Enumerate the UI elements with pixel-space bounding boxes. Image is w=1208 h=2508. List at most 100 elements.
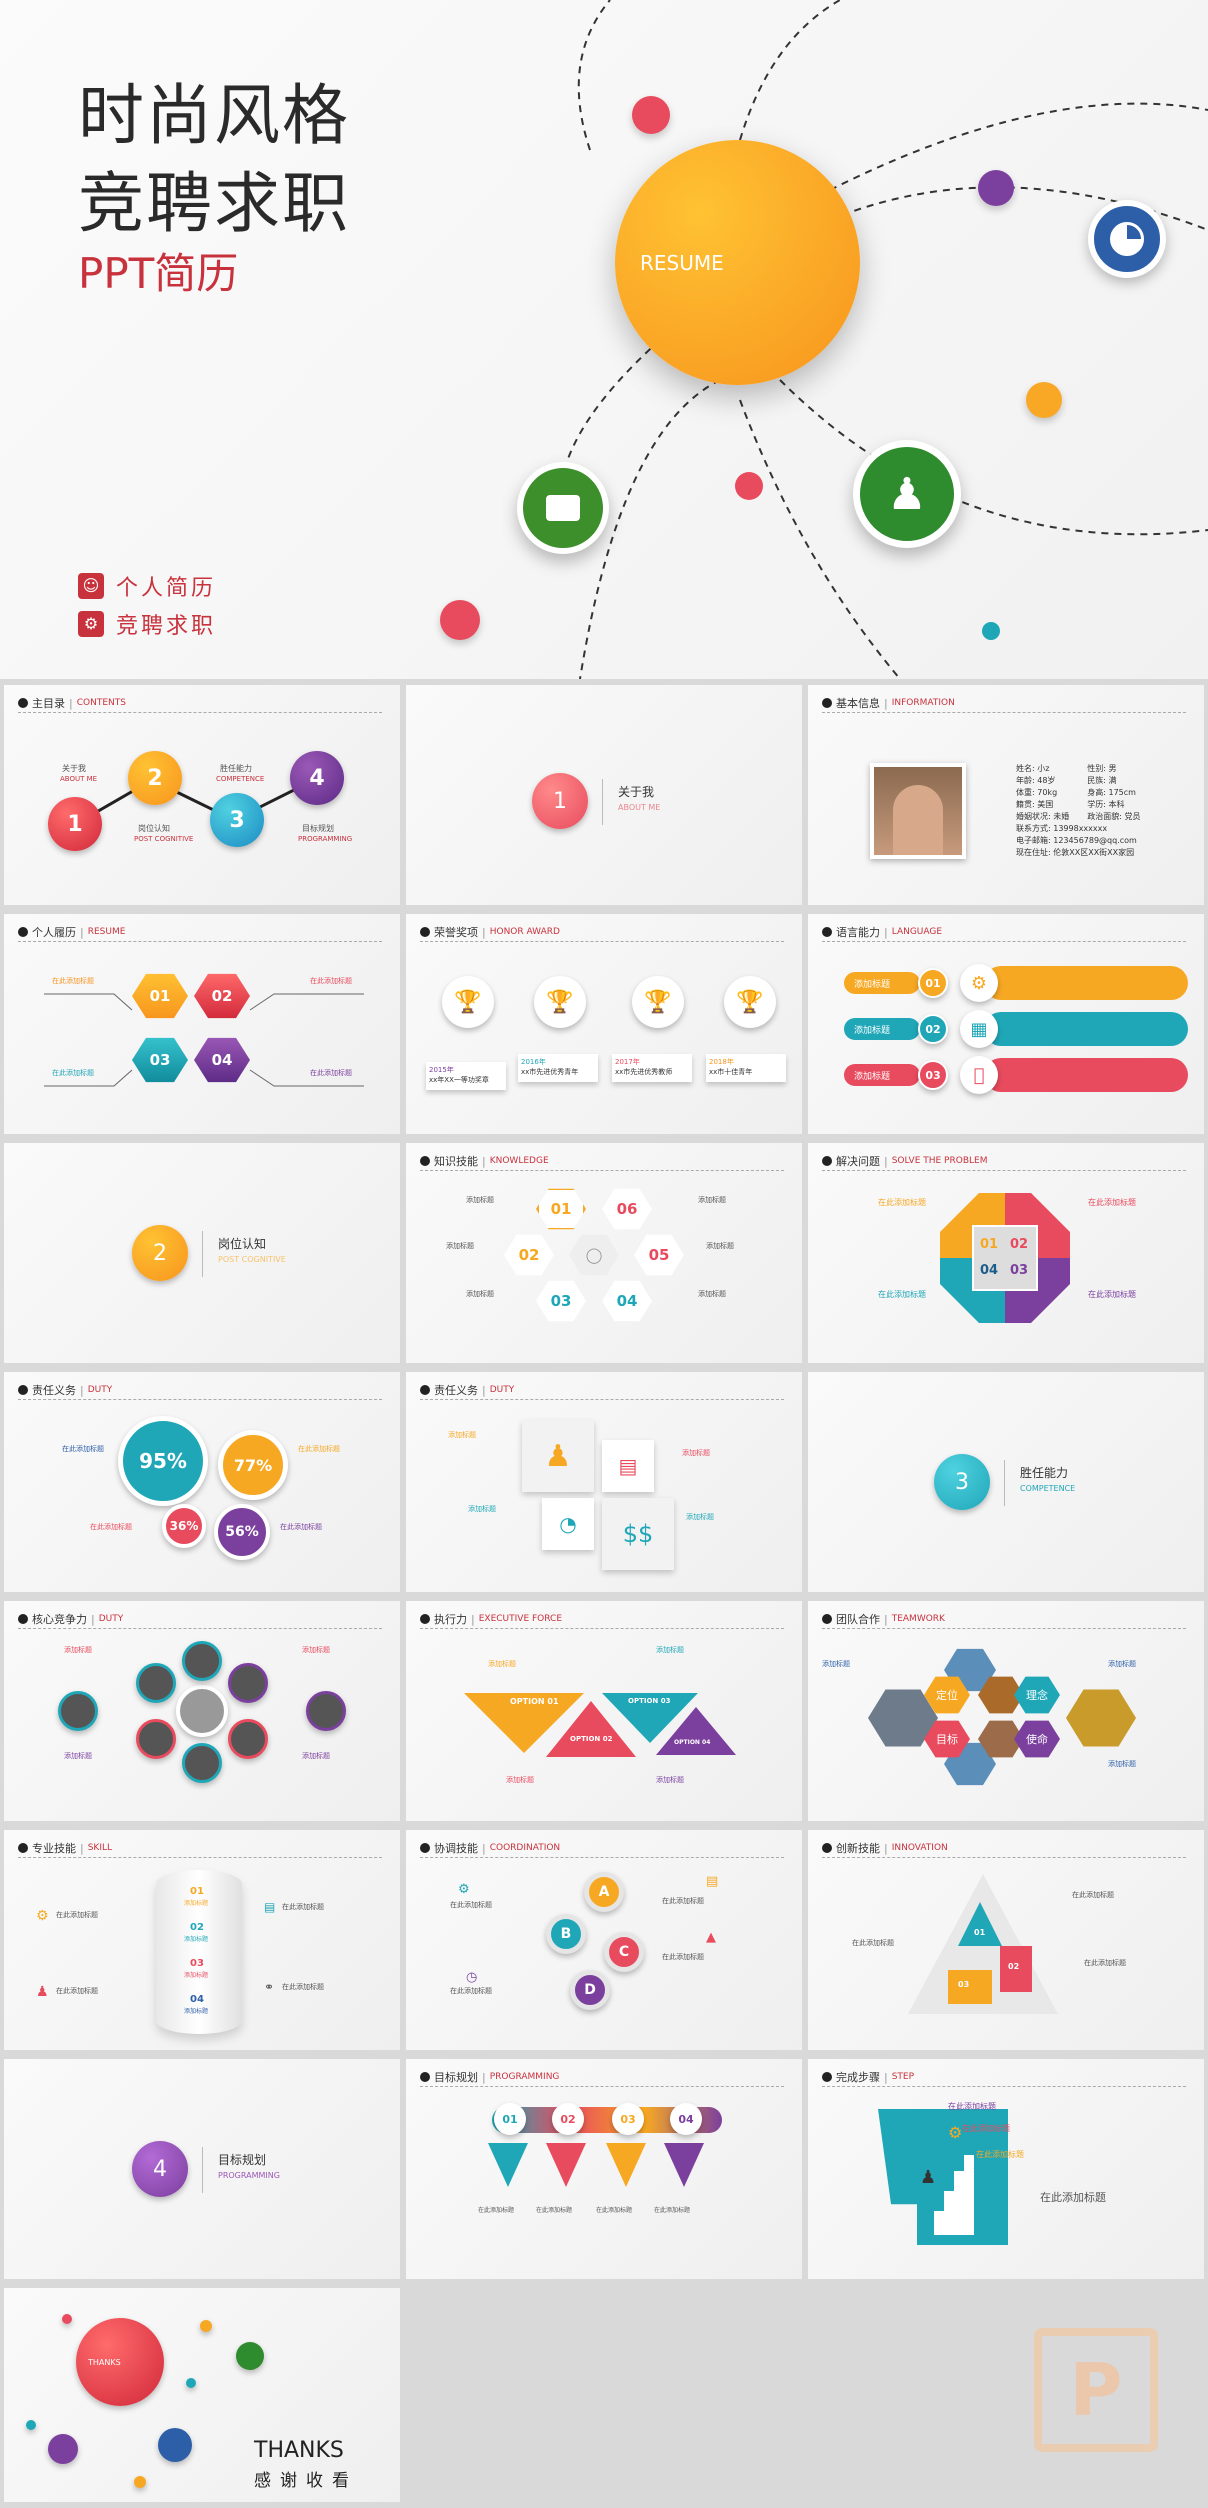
- resume-caption: 在此添加标题: [310, 1069, 352, 1077]
- coord-label: 在此添加标题: [662, 1897, 704, 1905]
- toc-circle-2[interactable]: 2: [128, 751, 182, 805]
- slide-executive-force[interactable]: 执行力 | EXECUTIVE FORCE OPTION 01 OPTION 02 …: [406, 1601, 802, 1821]
- plan-arrow-4: [664, 2143, 704, 2187]
- solve-label: 在此添加标题: [1088, 1198, 1136, 1207]
- slide-core-competence[interactable]: 核心竞争力 | DUTY 添加标题 添加标题 添加标题 添加标题: [4, 1601, 400, 1821]
- slide-knowledge[interactable]: 知识技能 | KNOWLEDGE 01 06 02 ◯ 05 03 04 添加标题 …: [406, 1143, 802, 1363]
- innov-label: 在此添加标题: [1072, 1891, 1114, 1899]
- header-divider: [822, 1170, 1186, 1171]
- duty2-label: 添加标题: [686, 1513, 714, 1521]
- team-hex-4: 使命: [1014, 1720, 1060, 1758]
- slide-section-post[interactable]: 2 岗位认知 POST COGNITIVE: [4, 1143, 400, 1363]
- language-bar: [984, 1058, 1188, 1092]
- slide-section-about[interactable]: 1 关于我 ABOUT ME: [406, 685, 802, 905]
- solve-label: 在此添加标题: [878, 1198, 926, 1207]
- slide-resume[interactable]: 个人履历 | RESUME 01 02 03 04 在此添加标题 在此添加标题 在此…: [4, 914, 400, 1134]
- language-pill: 添加标题: [844, 1064, 920, 1086]
- slide-header: 专业技能 | SKILL: [18, 1840, 112, 1856]
- slide-language[interactable]: 语言能力 | LANGUAGE 添加标题 添加标题 添加标题 01 02 03 ⚙ …: [808, 914, 1204, 1134]
- slide-section-goal[interactable]: 4 目标规划 PROGRAMMING: [4, 2059, 400, 2279]
- resume-leader-lines: [44, 993, 364, 1087]
- exec-option-3: OPTION 03: [628, 1697, 671, 1705]
- slide-honor-award[interactable]: 荣誉奖项 | HONOR AWARD 🏆 🏆 🏆 🏆 2015年 xx年XX一等功奖章…: [406, 914, 802, 1134]
- header-divider: [18, 941, 382, 942]
- duty2-label: 添加标题: [448, 1431, 476, 1439]
- section-number: 2: [132, 1225, 188, 1281]
- knowledge-hex-center: ◯: [569, 1234, 619, 1276]
- slide-header: 团队合作 | TEAMWORK: [822, 1611, 945, 1627]
- section-title: 岗位认知: [218, 1237, 267, 1251]
- gear-icon: ⚙: [948, 2123, 963, 2142]
- slide-programming[interactable]: 目标规划 | PROGRAMMING 01 02 03 04 在此添加标题 在此添加…: [406, 2059, 802, 2279]
- dot-red: [62, 2314, 72, 2324]
- team-hex-2: 理念: [1014, 1676, 1060, 1714]
- slide-title-en: RESUME: [87, 927, 126, 937]
- cover-menu-item-2[interactable]: ⚙ 竞聘求职: [78, 608, 216, 640]
- info-row: 籍贯: 美国 学历: 本科: [1016, 800, 1125, 809]
- toc-circle-3[interactable]: 3: [210, 793, 264, 847]
- header-divider: [18, 1857, 382, 1858]
- gear-icon: ⚙: [78, 611, 104, 637]
- solve-num-4: 04: [980, 1263, 999, 1278]
- slide-information[interactable]: 基本信息 | INFORMATION 姓名: 小z 性别: 男 年龄: 48岁 民族: …: [808, 685, 1204, 905]
- slide-contents[interactable]: 主目录 | CONTENTS 1 2 3 4 关于我 ABOUT ME 岗位认知 P…: [4, 685, 400, 905]
- coord-circle-d: D: [570, 1970, 610, 2010]
- slide-title-en: LANGUAGE: [891, 927, 943, 937]
- duty-label: 在此添加标题: [90, 1523, 132, 1531]
- innov-label: 在此添加标题: [1084, 1959, 1126, 1967]
- slide-title-en: EXECUTIVE FORCE: [478, 1614, 563, 1624]
- section-divider: [202, 2147, 203, 2193]
- slide-thanks[interactable]: THANKS THANKS 感谢收看: [4, 2288, 400, 2502]
- slide-header: 核心竞争力 | DUTY: [18, 1611, 123, 1627]
- exec-label: 添加标题: [656, 1646, 684, 1654]
- duty-percent-2: 77%: [218, 1430, 288, 1500]
- plan-num-3: 03: [612, 2103, 644, 2135]
- header-divider: [822, 2086, 1186, 2087]
- language-bar: [984, 1012, 1188, 1046]
- info-row: 联系方式: 13998xxxxxx: [1016, 824, 1108, 833]
- toc-label-1: 关于我: [62, 764, 86, 773]
- toc-circle-4[interactable]: 4: [290, 751, 344, 805]
- knowledge-label: 添加标题: [698, 1290, 726, 1298]
- toc-circle-1[interactable]: 1: [48, 797, 102, 851]
- skill-num-1: 01: [190, 1886, 204, 1897]
- innov-num-3: 03: [958, 1980, 970, 1989]
- exec-option-2: OPTION 02: [570, 1735, 613, 1743]
- flask-icon: ▲: [706, 1930, 716, 1945]
- slide-section-competence[interactable]: 3 胜任能力 COMPETENCE: [808, 1372, 1204, 1592]
- slide-duty-percent[interactable]: 责任义务 | DUTY 95% 77% 36% 56% 在此添加标题 在此添加标题 …: [4, 1372, 400, 1592]
- header-divider: [822, 712, 1186, 713]
- thanks-en: THANKS: [254, 2438, 344, 2463]
- language-bar: [984, 966, 1188, 1000]
- plan-arrow-1: [488, 2143, 528, 2187]
- slide-skill[interactable]: 专业技能 | SKILL 01 02 03 04 添加标题 添加标题 添加标题 添加…: [4, 1830, 400, 2050]
- core-label: 添加标题: [302, 1752, 330, 1760]
- coord-label: 在此添加标题: [450, 1987, 492, 1995]
- core-photo: [228, 1719, 268, 1759]
- solve-num-1: 01: [980, 1237, 999, 1252]
- thanks-ball: THANKS: [76, 2318, 164, 2406]
- info-table: 姓名: 小z 性别: 男 年龄: 48岁 民族: 满 体重: 70kg 身高: 175…: [1016, 763, 1141, 859]
- money-bag-icon: $$: [602, 1498, 674, 1570]
- slide-header: 执行力 | EXECUTIVE FORCE: [420, 1611, 562, 1627]
- slide-step[interactable]: 完成步骤 | STEP ⚙ ♟ 在此添加标题 在此添加标题 在此添加标题 在此添加标…: [808, 2059, 1204, 2279]
- info-row: 姓名: 小z 性别: 男: [1016, 764, 1117, 773]
- slide-duty-icons[interactable]: 责任义务 | DUTY ♟ ▤ ◔ $$ 添加标题 添加标题 添加标题 添加标题: [406, 1372, 802, 1592]
- resume-hex-3: 03: [132, 1037, 188, 1083]
- slide-title-en: TEAMWORK: [891, 1614, 945, 1624]
- slide-innovation[interactable]: 创新技能 | INNOVATION 01 02 03 在此添加标题 在此添加标题 在…: [808, 1830, 1204, 2050]
- section-number: 1: [532, 773, 588, 829]
- knowledge-label: 添加标题: [698, 1196, 726, 1204]
- pie-chart-icon: ◔: [542, 1498, 594, 1550]
- cover-menu-item-1[interactable]: ☺ 个人简历: [78, 570, 216, 602]
- step-label: 在此添加标题: [948, 2102, 996, 2111]
- slide-coordination[interactable]: 协调技能 | COORDINATION A B C D ⚙ ◷ ▤ ▲ 在此添加标题…: [406, 1830, 802, 2050]
- header-divider: [822, 1857, 1186, 1858]
- slide-teamwork[interactable]: 团队合作 | TEAMWORK 定位 理念 目标 使命 添加标题 添加标题 添加标题: [808, 1601, 1204, 1821]
- info-row: 年龄: 48岁 民族: 满: [1016, 776, 1117, 785]
- core-photo: [136, 1719, 176, 1759]
- briefcase-icon: [546, 495, 580, 521]
- resume-hex-2: 02: [194, 973, 250, 1019]
- slide-solve-problem[interactable]: 解决问题 | SOLVE THE PROBLEM 01 02 04 03 在此添加标…: [808, 1143, 1204, 1363]
- slide-title-en: PROGRAMMING: [489, 2072, 560, 2082]
